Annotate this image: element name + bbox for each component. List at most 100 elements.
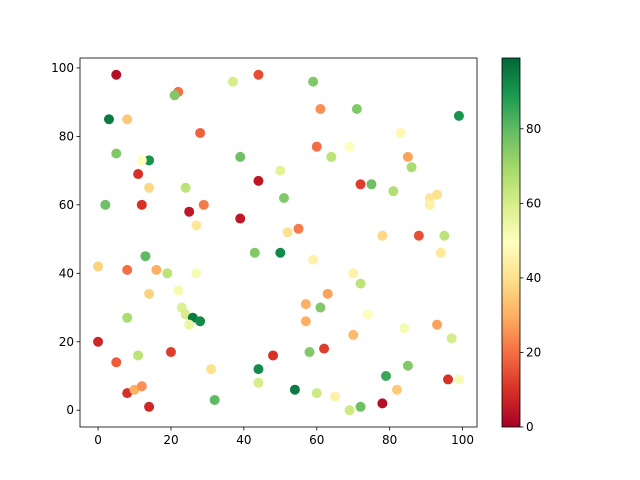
point bbox=[453, 374, 464, 385]
point bbox=[446, 333, 457, 344]
point bbox=[278, 193, 289, 204]
y-tick-label: 100 bbox=[51, 61, 74, 75]
point bbox=[136, 155, 147, 166]
point bbox=[308, 254, 319, 265]
colorbar bbox=[501, 57, 521, 428]
point bbox=[133, 169, 144, 180]
point bbox=[432, 189, 443, 200]
y-tick-label: 20 bbox=[59, 335, 74, 349]
point bbox=[235, 213, 246, 224]
point bbox=[330, 391, 341, 402]
x-tick-label: 40 bbox=[236, 433, 251, 447]
point bbox=[453, 110, 464, 121]
point bbox=[435, 247, 446, 258]
y-tick-label: 0 bbox=[66, 403, 74, 417]
point bbox=[198, 199, 209, 210]
point bbox=[93, 336, 104, 347]
point bbox=[402, 360, 413, 371]
point bbox=[355, 179, 366, 190]
point bbox=[355, 278, 366, 289]
point bbox=[151, 264, 162, 275]
point bbox=[348, 329, 359, 340]
point bbox=[249, 247, 260, 258]
point bbox=[122, 114, 133, 125]
point bbox=[315, 104, 326, 115]
point bbox=[326, 151, 337, 162]
x-tick-label: 0 bbox=[94, 433, 102, 447]
point bbox=[122, 264, 133, 275]
point bbox=[173, 285, 184, 296]
point bbox=[322, 288, 333, 299]
point bbox=[180, 182, 191, 193]
point bbox=[253, 69, 264, 80]
point bbox=[136, 381, 147, 392]
point bbox=[235, 151, 246, 162]
point bbox=[184, 206, 195, 217]
point bbox=[253, 377, 264, 388]
point bbox=[300, 299, 311, 310]
point bbox=[162, 268, 173, 279]
y-tick-label: 80 bbox=[59, 129, 74, 143]
point bbox=[402, 151, 413, 162]
point bbox=[319, 343, 330, 354]
point bbox=[253, 175, 264, 186]
point bbox=[344, 405, 355, 416]
y-tick-label: 60 bbox=[59, 198, 74, 212]
colorbar-tick-label: 20 bbox=[526, 345, 541, 359]
point bbox=[443, 374, 454, 385]
colorbar-tick-label: 40 bbox=[526, 271, 541, 285]
point bbox=[395, 127, 406, 138]
point bbox=[93, 261, 104, 272]
x-tick-label: 60 bbox=[309, 433, 324, 447]
colorbar-tick-label: 0 bbox=[526, 420, 534, 434]
point bbox=[140, 251, 151, 262]
point bbox=[348, 268, 359, 279]
point bbox=[144, 182, 155, 193]
point bbox=[195, 127, 206, 138]
point bbox=[191, 220, 202, 231]
point bbox=[439, 230, 450, 241]
point bbox=[195, 316, 206, 327]
point bbox=[366, 179, 377, 190]
point bbox=[206, 364, 217, 375]
point bbox=[432, 319, 443, 330]
point bbox=[315, 302, 326, 313]
point bbox=[311, 388, 322, 399]
point bbox=[227, 76, 238, 87]
point bbox=[111, 357, 122, 368]
point bbox=[111, 148, 122, 159]
point bbox=[381, 370, 392, 381]
point bbox=[100, 199, 111, 210]
point bbox=[293, 223, 304, 234]
point bbox=[413, 230, 424, 241]
point bbox=[406, 162, 417, 173]
y-tick-label: 40 bbox=[59, 266, 74, 280]
plot-area bbox=[79, 57, 478, 428]
point bbox=[122, 312, 133, 323]
point bbox=[136, 199, 147, 210]
point bbox=[191, 268, 202, 279]
point bbox=[144, 401, 155, 412]
point bbox=[165, 347, 176, 358]
point bbox=[275, 165, 286, 176]
point bbox=[355, 401, 366, 412]
point bbox=[282, 227, 293, 238]
point bbox=[253, 364, 264, 375]
x-tick-label: 20 bbox=[163, 433, 178, 447]
point bbox=[133, 350, 144, 361]
point bbox=[351, 104, 362, 115]
point bbox=[424, 199, 435, 210]
point bbox=[311, 141, 322, 152]
point bbox=[144, 288, 155, 299]
point bbox=[362, 309, 373, 320]
point bbox=[399, 323, 410, 334]
point bbox=[111, 69, 122, 80]
x-tick-label: 80 bbox=[382, 433, 397, 447]
point bbox=[304, 347, 315, 358]
point bbox=[103, 114, 114, 125]
point bbox=[144, 155, 155, 166]
point bbox=[275, 247, 286, 258]
point bbox=[391, 384, 402, 395]
point bbox=[184, 319, 195, 330]
